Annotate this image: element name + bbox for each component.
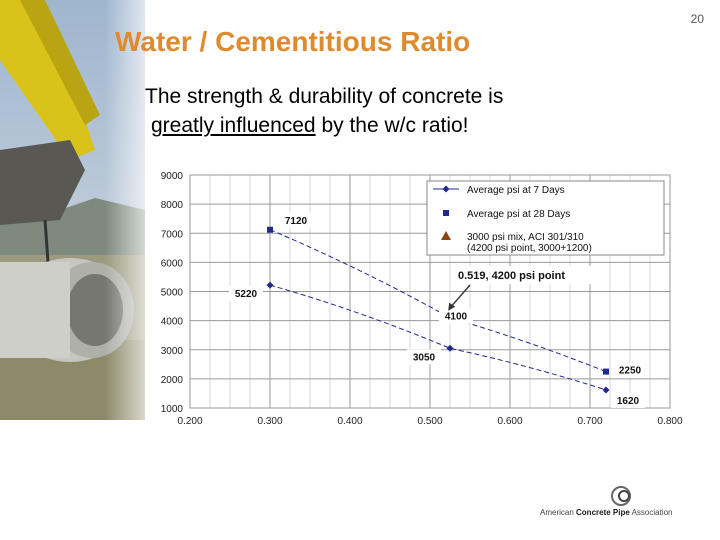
slide-title: Water / Cementitious Ratio	[115, 26, 471, 57]
legend-marker	[443, 210, 449, 216]
data-label-28day-bg	[439, 308, 473, 324]
data-label-7day: 3050	[413, 352, 436, 363]
x-tick-label: 0.700	[577, 416, 602, 427]
annotation-bg	[452, 266, 596, 284]
data-label-28day: 7120	[285, 216, 308, 227]
data-label-7day-bg	[229, 286, 263, 302]
y-tick-label: 9000	[161, 171, 184, 182]
legend-label: Average psi at 7 Days	[467, 185, 565, 196]
x-tick-label: 0.800	[657, 416, 682, 427]
legend-label-line2: (4200 psi point, 3000+1200)	[467, 243, 592, 254]
legend-label: 3000 psi mix, ACI 301/310	[467, 232, 584, 243]
logo-prefix: American	[540, 508, 577, 517]
acpa-logo: American Concrete Pipe Association	[540, 484, 700, 524]
point-28day	[603, 368, 609, 375]
y-tick-label: 8000	[161, 200, 184, 211]
data-label-7day: 1620	[617, 396, 640, 407]
subtitle-line-1: The strength & durability of concrete is	[145, 85, 504, 108]
y-tick-label: 5000	[161, 288, 184, 299]
data-label-28day-bg	[613, 362, 647, 378]
y-tick-label: 4000	[161, 317, 184, 328]
y-tick-label: 2000	[161, 375, 184, 386]
data-label-7day: 5220	[235, 289, 258, 300]
subtitle-line-2: greatly influenced by the w/c ratio!	[145, 111, 503, 140]
x-tick-label: 0.600	[497, 416, 522, 427]
y-tick-label: 7000	[161, 229, 184, 240]
data-label-28day: 4100	[445, 312, 468, 323]
x-tick-label: 0.300	[257, 416, 282, 427]
annotation-arrowhead	[448, 302, 456, 311]
acpa-logo-text: American Concrete Pipe Association	[540, 508, 673, 517]
y-tick-label: 1000	[161, 404, 184, 415]
legend-marker	[442, 185, 450, 193]
slide-number: 20	[690, 12, 704, 26]
logo-suffix: Association	[629, 508, 673, 517]
subtitle-underlined-text: greatly influenced	[151, 114, 316, 137]
point-7day	[446, 344, 454, 352]
data-label-28day-bg	[279, 212, 313, 228]
legend-label: Average psi at 28 Days	[467, 209, 570, 220]
annotation-label: 0.519, 4200 psi point	[458, 270, 565, 282]
x-tick-label: 0.500	[417, 416, 442, 427]
series-7day-line	[269, 284, 607, 391]
logo-bold: Concrete Pipe	[576, 508, 630, 517]
acpa-logo-mark	[611, 486, 631, 506]
legend-marker	[441, 231, 451, 240]
data-label-28day: 2250	[619, 366, 642, 377]
photo-fade	[105, 0, 165, 420]
wc-ratio-chart: 1000 2000 3000 4000 5000 6000 7000 8000 9000 0.20…	[161, 171, 683, 427]
slide-subtitle: The strength & durability of concrete is…	[145, 82, 503, 140]
point-7day	[602, 386, 610, 394]
x-tick-label: 0.200	[177, 416, 202, 427]
x-tick-label: 0.400	[337, 416, 362, 427]
point-7day	[266, 281, 274, 289]
y-tick-label: 6000	[161, 258, 184, 269]
point-28day	[267, 226, 273, 233]
data-label-7day-bg	[407, 349, 441, 365]
annotation-arrow-line	[448, 284, 471, 310]
legend-box	[426, 180, 665, 256]
y-tick-label: 3000	[161, 346, 184, 357]
data-label-7day-bg	[611, 392, 645, 408]
subtitle-rest-text: by the w/c ratio!	[315, 114, 469, 137]
